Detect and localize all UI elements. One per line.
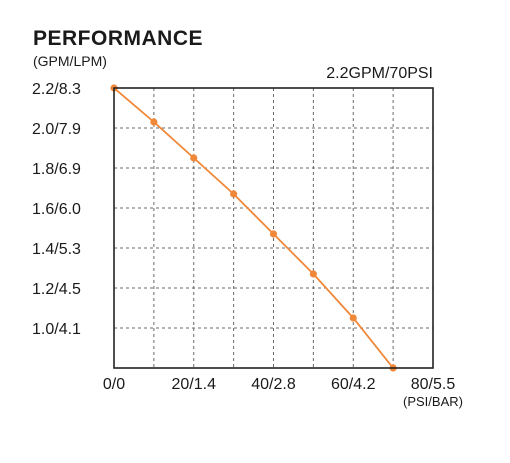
x-tick-label: 60/4.2	[331, 376, 376, 393]
x-tick-labels: 0/0 20/1.4 40/2.8 60/4.2 80/5.5	[103, 376, 455, 393]
performance-line	[113, 87, 394, 369]
y-tick-label: 1.4/5.3	[32, 241, 81, 258]
data-point	[269, 230, 278, 238]
y-tick-label: 1.0/4.1	[32, 321, 81, 338]
x-axis-unit-label: (PSI/BAR)	[403, 394, 463, 409]
y-tick-label: 1.6/6.0	[32, 201, 81, 218]
x-tick-label: 40/2.8	[251, 376, 296, 393]
rating-annotation: 2.2GPM/70PSI	[326, 65, 433, 82]
data-point	[349, 314, 357, 322]
data-point	[150, 118, 158, 126]
data-point	[309, 270, 317, 278]
y-tick-label: 1.2/4.5	[32, 281, 81, 298]
y-tick-label: 2.2/8.3	[32, 81, 81, 98]
x-tick-label: 80/5.5	[411, 376, 456, 393]
grid	[114, 88, 433, 368]
chart-title: PERFORMANCE	[33, 27, 203, 50]
x-tick-label: 20/1.4	[172, 376, 217, 393]
series	[110, 84, 397, 372]
x-tick-label: 0/0	[103, 376, 125, 393]
data-point	[230, 190, 238, 198]
y-tick-labels: 2.2/8.3 2.0/7.9 1.8/6.9 1.6/6.0 1.4/5.3 1.2/4…	[32, 81, 81, 338]
y-axis-unit-label: (GPM/LPM)	[33, 53, 107, 69]
plot-frame	[113, 87, 434, 369]
data-point	[190, 154, 198, 162]
y-tick-label: 1.8/6.9	[32, 161, 81, 178]
y-tick-label: 2.0/7.9	[32, 121, 81, 138]
